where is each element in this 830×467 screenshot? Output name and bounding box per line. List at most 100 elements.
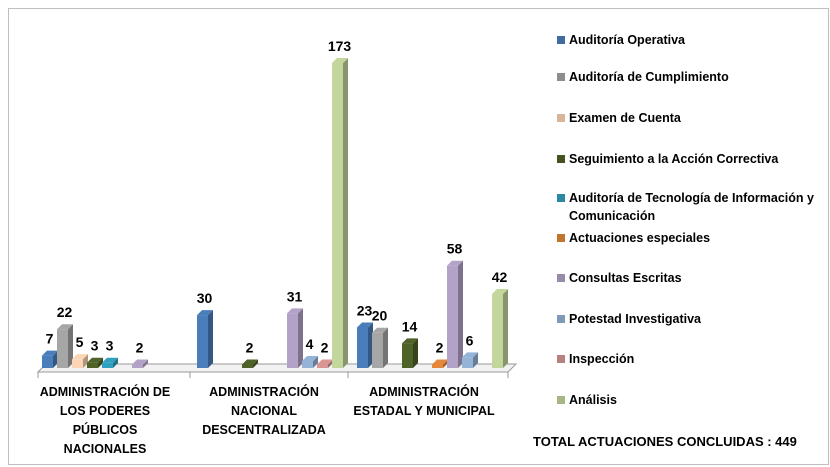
legend-label: Actuaciones especiales <box>569 231 711 245</box>
bar-side <box>328 359 333 368</box>
legend-item: Inspección <box>555 350 830 368</box>
value-label: 5 <box>76 334 84 350</box>
value-label: 42 <box>492 269 508 285</box>
bar <box>197 315 208 368</box>
value-label: 2 <box>246 339 254 355</box>
value-label: 3 <box>106 338 114 354</box>
value-label: 7 <box>46 331 54 347</box>
value-label: 173 <box>328 38 352 54</box>
x-tick-label: ADMINISTRACIÓN NACIONAL DESCENTRALIZADA <box>202 385 326 437</box>
bar-side <box>143 359 148 368</box>
bar-top <box>332 58 348 63</box>
value-label: 23 <box>357 302 373 318</box>
value-label: 31 <box>287 288 303 304</box>
frame <box>8 8 829 465</box>
bar-top <box>72 354 88 360</box>
bar-top <box>462 352 478 358</box>
bar <box>287 313 298 368</box>
bar-side <box>473 352 478 368</box>
bar <box>447 265 458 368</box>
bar-top <box>87 357 103 363</box>
value-label: 2 <box>136 339 144 355</box>
bar <box>242 364 253 368</box>
bar-top <box>372 327 388 333</box>
legend-item: Auditoría de Tecnología de Información y… <box>555 189 830 225</box>
total-annotation: TOTAL ACTUACIONES CONCLUIDAS : 449 <box>533 434 797 449</box>
bar <box>372 332 383 368</box>
bar <box>72 359 83 368</box>
bar-top <box>402 338 418 344</box>
value-label: 2 <box>321 339 329 355</box>
value-label: 3 <box>91 338 99 354</box>
legend-label: Auditoría de Cumplimiento <box>569 70 729 84</box>
legend-swatch <box>557 36 565 44</box>
value-label: 58 <box>447 241 463 257</box>
legend-label: Análisis <box>569 393 617 407</box>
bar <box>402 343 413 368</box>
bar <box>332 63 343 368</box>
legend-label: Examen de Cuenta <box>569 111 681 125</box>
legend-swatch <box>557 234 565 242</box>
bar-side <box>208 310 213 368</box>
bar <box>357 327 368 368</box>
bar-top <box>447 260 463 266</box>
bar-top <box>57 324 73 330</box>
bar-side <box>368 322 373 368</box>
bar <box>317 364 328 368</box>
bar-top <box>242 359 258 365</box>
bar-top <box>132 359 148 365</box>
bar <box>57 329 68 368</box>
bar <box>87 362 98 368</box>
legend-item: Consultas Escritas <box>555 269 830 287</box>
bar-top <box>492 288 508 294</box>
value-label: 20 <box>372 308 388 324</box>
bar <box>302 360 313 368</box>
bar-top <box>42 350 58 356</box>
bar-top <box>317 359 333 365</box>
legend-label: Potestad Investigativa <box>569 312 701 326</box>
legend-item: Análisis <box>555 391 830 409</box>
legend-item: Actuaciones especiales <box>555 229 830 247</box>
bar-top <box>302 355 318 361</box>
legend-item: Potestad Investigativa <box>555 310 830 328</box>
bar <box>432 364 443 368</box>
bar-side <box>503 288 508 368</box>
legend-item: Auditoría Operativa <box>555 31 830 49</box>
bar-top <box>432 359 448 365</box>
bar-side <box>413 338 418 368</box>
value-label: 4 <box>306 336 314 352</box>
bar-top <box>102 357 118 363</box>
legend-swatch <box>557 194 565 202</box>
legend-item: Auditoría de Cumplimiento <box>555 68 830 86</box>
legend-item: Seguimiento a la Acción Correctiva <box>555 150 830 168</box>
legend-swatch <box>557 155 565 163</box>
legend-swatch <box>557 274 565 282</box>
legend-swatch <box>557 114 565 122</box>
bar-side <box>458 260 463 368</box>
legend-label: Auditoría de Tecnología de Información y… <box>569 191 814 223</box>
legend-swatch <box>557 73 565 81</box>
bar-top <box>357 322 373 328</box>
bar-side <box>383 327 388 368</box>
bar <box>462 357 473 368</box>
legend-swatch <box>557 396 565 404</box>
bar-side <box>68 324 73 368</box>
bar <box>42 355 53 368</box>
bar-side <box>443 359 448 368</box>
legend-swatch <box>557 355 565 363</box>
value-label: 30 <box>197 290 213 306</box>
bar-side <box>298 308 303 368</box>
legend-item: Examen de Cuenta <box>555 109 830 127</box>
bar-side <box>98 357 103 368</box>
legend-label: Consultas Escritas <box>569 271 682 285</box>
x-tick-label: ADMINISTRACIÓN ESTADAL Y MUNICIPAL <box>353 385 495 418</box>
legend-label: Seguimiento a la Acción Correctiva <box>569 152 779 166</box>
value-label: 22 <box>57 304 73 320</box>
bar <box>102 362 113 368</box>
bar-side <box>113 357 118 368</box>
legend-label: Inspección <box>569 352 635 366</box>
value-label: 6 <box>466 332 474 348</box>
bar-top <box>287 308 303 314</box>
